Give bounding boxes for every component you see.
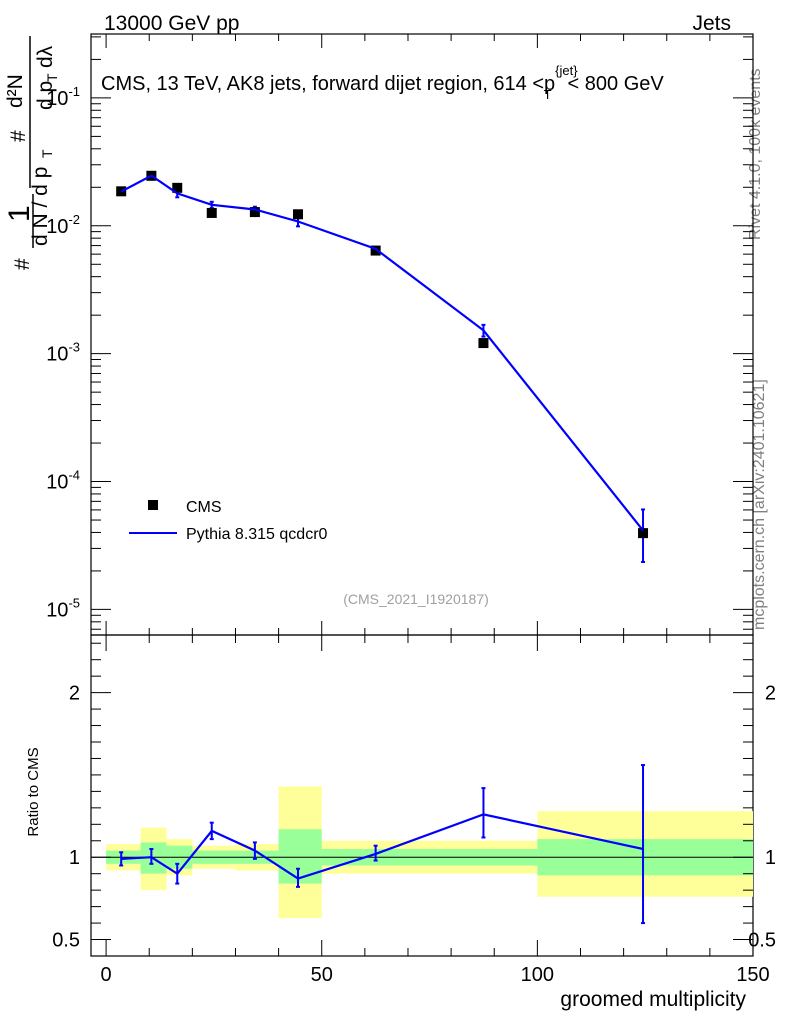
- main-axis-ticks: 10-5 10-4 10-3 10-2 10-1: [46, 34, 754, 635]
- legend-cms-marker: [148, 500, 158, 510]
- cms-data-point: [293, 209, 304, 220]
- ratio-series-line: [121, 813, 644, 880]
- legend-cms-label: CMS: [186, 499, 222, 516]
- cms-data-point: [478, 338, 489, 349]
- rivet-label: Rivet 4.1.0, 100k events: [747, 68, 764, 240]
- svg-text:#: #: [7, 130, 30, 142]
- header-left: 13000 GeV pp: [104, 12, 239, 35]
- cms-data-point: [249, 207, 260, 218]
- main-ytick-label: 10-4: [46, 468, 80, 494]
- svg-text:d N / d p: d N / d p: [29, 167, 52, 246]
- ratio-ytick-label-right: 2: [765, 683, 776, 705]
- main-ytick-label: 10-5: [46, 595, 80, 621]
- ratio-series: [119, 764, 646, 925]
- main-ylabel-text: #: [11, 258, 34, 270]
- svg-text:1: 1: [3, 205, 36, 222]
- main-ylabel: # 1 d N / d p T # d²N d p T dλ: [3, 36, 60, 270]
- ratio-ylabel: Ratio to CMS: [25, 747, 42, 836]
- main-series: [116, 170, 649, 563]
- ratio-ytick-label: 2: [69, 683, 80, 705]
- cms-data-point: [638, 528, 649, 539]
- mc-series-line: [120, 174, 644, 532]
- main-title: CMS, 13 TeV, AK8 jets, forward dijet reg…: [101, 63, 664, 102]
- ratio-ytick-label: 0.5: [52, 930, 80, 952]
- ratio-axis-ticks: 0.5 0.5 1 1 2 2 0 50 100 150: [52, 635, 776, 986]
- main-ytick-label: 10-1: [46, 84, 80, 110]
- svg-text:T: T: [44, 73, 60, 82]
- ratio-band-inner: [278, 829, 322, 884]
- main-ytick-label: 10-2: [46, 212, 80, 238]
- mcplots-label: mcplots.cern.ch [arXiv:2401.10621]: [751, 379, 768, 630]
- ratio-xtick-label: 150: [736, 964, 769, 986]
- cms-data-point: [206, 207, 217, 218]
- ratio-ytick-label: 1: [69, 847, 80, 869]
- ratio-xtick-label: 50: [311, 964, 333, 986]
- svg-text:dλ: dλ: [34, 45, 57, 68]
- cms-data-point: [370, 245, 381, 256]
- legend: CMS Pythia 8.315 qcdcr0: [129, 499, 328, 543]
- svg-text:d²N: d²N: [4, 74, 27, 108]
- ratio-ytick-label-right: 0.5: [748, 930, 776, 952]
- ratio-bands: [91, 786, 753, 919]
- ratio-xtick-label: 0: [101, 964, 112, 986]
- legend-mc-label: Pythia 8.315 qcdcr0: [186, 526, 328, 543]
- ratio-ytick-label-right: 1: [765, 847, 776, 869]
- cms-data-point: [172, 182, 183, 193]
- main-frame: [90, 33, 754, 636]
- x-axis-label: groomed multiplicity: [560, 988, 746, 1011]
- svg-text:T: T: [39, 149, 55, 158]
- svg-text:d p: d p: [34, 81, 57, 110]
- main-ytick-label: 10-3: [46, 340, 80, 366]
- ratio-frame: [90, 634, 754, 957]
- analysis-watermark: (CMS_2021_I1920187): [343, 591, 489, 607]
- ratio-xtick-label: 100: [521, 964, 554, 986]
- header-right: Jets: [692, 12, 731, 35]
